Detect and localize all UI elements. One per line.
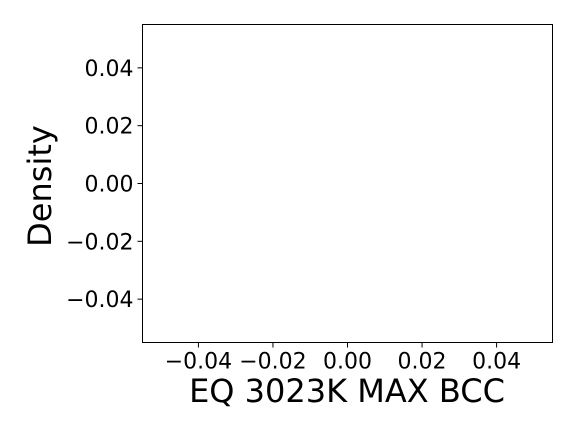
y-tick-label: −0.02 (66, 230, 133, 255)
y-tick-label: −0.04 (66, 288, 133, 313)
y-axis-label: Density (21, 125, 59, 247)
y-axis-ticks: −0.04 −0.02 0.00 0.02 0.04 (66, 57, 143, 313)
x-tick-label: −0.04 (165, 350, 232, 375)
y-tick-label: 0.02 (85, 115, 134, 140)
x-tick-label: 0.00 (323, 350, 372, 375)
y-tick-label: 0.00 (85, 173, 134, 198)
x-axis-ticks: −0.04 −0.02 0.00 0.02 0.04 (165, 342, 521, 375)
plot-area-frame (142, 24, 553, 343)
x-tick-label: 0.02 (398, 350, 447, 375)
x-tick-label: 0.04 (472, 350, 521, 375)
x-tick-label: −0.02 (239, 350, 306, 375)
y-tick-label: 0.04 (85, 57, 134, 82)
x-axis-label: EQ 3023K MAX BCC (189, 372, 505, 410)
